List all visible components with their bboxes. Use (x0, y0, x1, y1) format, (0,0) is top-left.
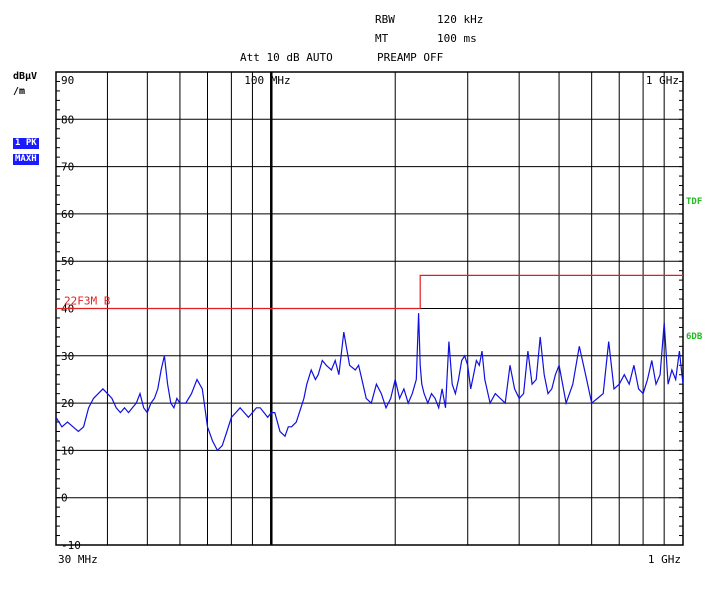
y-unit-label: dBµV (13, 71, 38, 82)
trace-mode-badge: MAXH (13, 154, 39, 165)
mt-label: MT (375, 32, 389, 45)
y-tick-label: 0 (61, 492, 68, 505)
x-tick-label-top-end: 1 GHz (646, 74, 679, 87)
y-unit-label-denominator: /m (13, 86, 26, 97)
y-tick-label: 10 (61, 444, 74, 457)
x-tick-label-start: 30 MHz (58, 553, 98, 566)
y-tick-label: 90 (61, 74, 74, 87)
limit-line-label: 22F3M B (64, 295, 111, 308)
x-tick-label-end: 1 GHz (648, 553, 681, 566)
6db-marker: 6DB (686, 332, 703, 342)
x-tick-label-top-mid: 100 MHz (244, 74, 290, 87)
limit-line (56, 274, 683, 310)
trace-detector-badge: 1 PK (13, 138, 39, 149)
measurement-trace (55, 313, 684, 452)
tdf-marker: TDF (686, 197, 703, 207)
y-tick-label: 60 (61, 208, 74, 221)
y-tick-label: 80 (61, 113, 74, 126)
y-tick-label: 70 (61, 161, 74, 174)
y-tick-label: 50 (61, 255, 74, 268)
attenuation-setting: Att 10 dB AUTO (240, 51, 333, 64)
y-tick-label: 20 (61, 397, 74, 410)
y-tick-label: 30 (61, 350, 74, 363)
mt-value: 100 ms (437, 32, 477, 45)
preamp-setting: PREAMP OFF (377, 51, 444, 64)
rbw-value: 120 kHz (437, 13, 484, 26)
rbw-label: RBW (375, 13, 395, 26)
